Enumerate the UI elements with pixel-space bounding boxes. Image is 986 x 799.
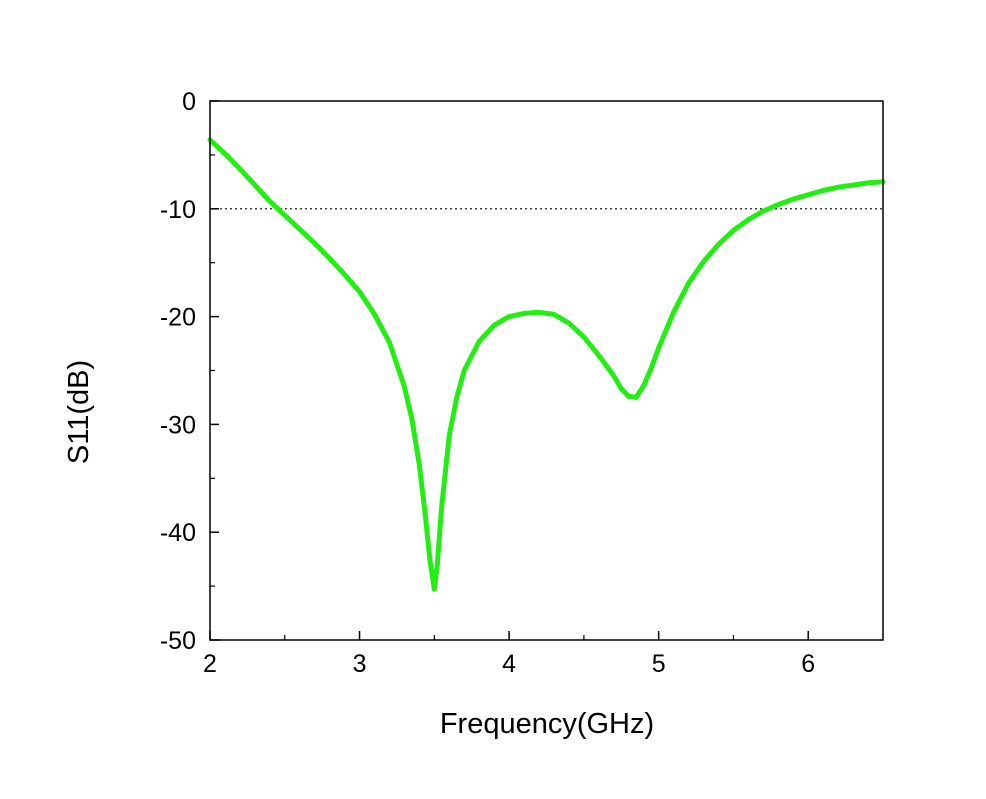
axes-layer: 2 3 4 5 6 0 -10 -20 -30 -40 -50 (160, 88, 884, 678)
series-layer (207, 137, 886, 592)
y-tick-label: -10 (160, 196, 196, 224)
x-tick-label: 5 (652, 650, 666, 678)
y-tick-label: -50 (160, 627, 196, 655)
x-tick-label: 3 (353, 650, 367, 678)
x-tick-label: 2 (203, 650, 217, 678)
y-axis-label: S11(dB) (63, 360, 95, 464)
y-tick-label: 0 (182, 88, 196, 116)
x-axis-label: Frequency(GHz) (440, 708, 654, 740)
plot-frame (209, 100, 884, 641)
series-line-0 (207, 137, 886, 592)
y-tick-label: -40 (160, 519, 196, 547)
y-tick-label: -30 (160, 411, 196, 439)
y-tick-label: -20 (160, 304, 196, 332)
x-tick-label: 6 (801, 650, 815, 678)
x-tick-label: 4 (502, 650, 516, 678)
